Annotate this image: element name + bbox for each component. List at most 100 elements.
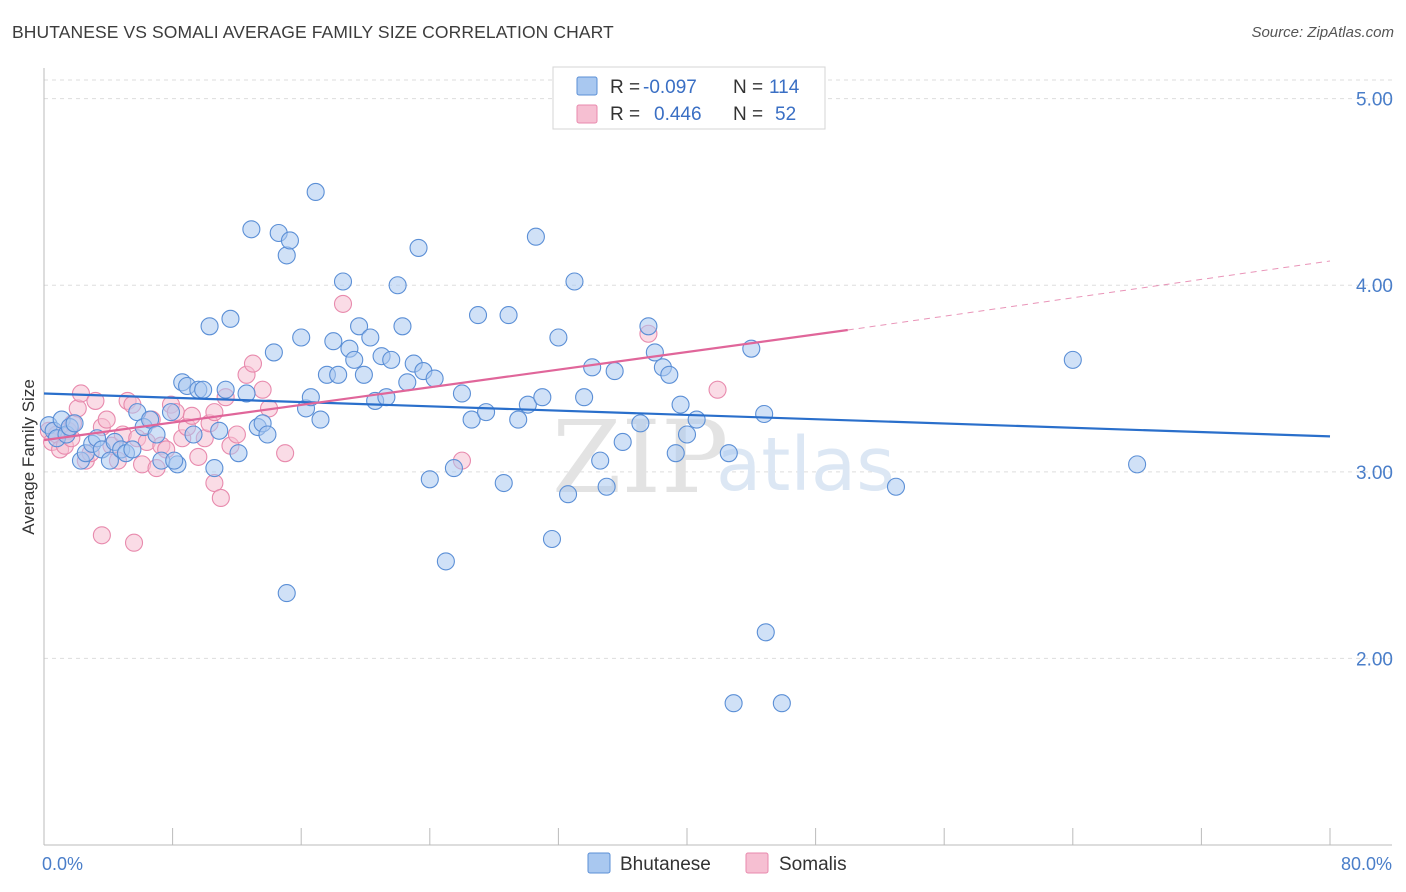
somali-point-11 <box>86 391 105 410</box>
bhutanese-point-84 <box>558 485 578 504</box>
axes <box>43 68 1392 846</box>
bhutanese-point-83 <box>549 328 568 347</box>
bhutanese-point-106 <box>772 694 791 713</box>
bhutanese-point-16 <box>123 440 142 459</box>
bhutanese-point-99 <box>677 425 697 444</box>
bhutanese-point-89 <box>597 477 616 496</box>
somali-trend-line <box>43 328 848 442</box>
bhutanese-point-69 <box>425 369 444 388</box>
somali-point-38 <box>227 425 246 444</box>
bhutanese-point-6 <box>65 414 84 433</box>
bhutanese-point-26 <box>184 425 203 444</box>
somali-point-41 <box>253 380 272 399</box>
legend-n-value-bhutanese: 114 <box>769 77 800 98</box>
bhutanese-point-32 <box>216 380 235 399</box>
bhutanese-point-90 <box>605 362 624 381</box>
bhutanese-point-75 <box>477 403 496 422</box>
bhutanese-point-20 <box>147 425 166 444</box>
bhutanese-point-42 <box>277 246 296 265</box>
y-axis-label: Average Family Size <box>19 379 38 535</box>
bhutanese-point-56 <box>354 365 373 384</box>
bhutanese-point-101 <box>724 694 743 713</box>
legend-r-label-somali: R = <box>610 104 640 125</box>
bhutanese-point-52 <box>333 272 353 291</box>
bhutanese-point-12 <box>100 451 119 470</box>
bhutanese-point-68 <box>420 470 439 489</box>
bhutanese-point-111 <box>165 451 184 470</box>
bhutanese-point-62 <box>388 276 407 295</box>
bhutanese-point-43 <box>280 231 299 250</box>
bhutanese-point-78 <box>509 410 528 429</box>
legend-r-value-somali: 0.446 <box>654 104 702 125</box>
legend-swatch-somali <box>576 104 598 124</box>
bhutanese-point-40 <box>264 343 283 362</box>
source-label: Source: ZipAtlas.com <box>1251 24 1394 41</box>
bhutanese-point-34 <box>229 444 248 463</box>
bhutanese-point-71 <box>444 459 463 478</box>
bhutanese-point-30 <box>205 459 224 478</box>
bhutanese-point-73 <box>462 410 481 429</box>
bhutanese-point-110 <box>277 584 296 603</box>
bottom-legend-swatch-somali <box>745 852 769 874</box>
bhutanese-point-108 <box>1128 455 1147 474</box>
bhutanese-point-88 <box>591 451 610 470</box>
y-tick-label-1: 3.00 <box>1356 463 1393 484</box>
y-tick-label-0: 2.00 <box>1356 649 1393 670</box>
y-tick-label-3: 5.00 <box>1356 90 1393 111</box>
somali-point-49 <box>124 533 144 552</box>
bhutanese-point-51 <box>329 365 348 384</box>
somali-point-35 <box>211 488 230 508</box>
bottom-legend-label-bhutanese: Bhutanese <box>620 854 711 875</box>
legend-swatch-bhutanese <box>576 76 598 96</box>
bhutanese-point-35 <box>237 384 256 403</box>
bhutanese-point-31 <box>210 421 229 440</box>
bhutanese-point-81 <box>533 388 552 407</box>
somali-point-30 <box>182 406 201 425</box>
bhutanese-point-74 <box>468 306 488 325</box>
bhutanese-point-19 <box>141 410 160 429</box>
legend-n-label-somali: N = <box>733 104 763 125</box>
bhutanese-point-102 <box>719 444 738 463</box>
somali-point-44 <box>333 294 353 313</box>
bhutanese-point-22 <box>161 403 181 422</box>
bhutanese-point-72 <box>452 384 472 403</box>
bhutanese-point-109 <box>886 477 906 496</box>
bhutanese-point-82 <box>542 529 562 549</box>
bhutanese-point-105 <box>755 404 774 424</box>
bhutanese-point-70 <box>436 552 455 571</box>
bhutanese-point-48 <box>311 410 330 429</box>
bottom-legend-label-somali: Somalis <box>779 854 847 875</box>
bhutanese-point-91 <box>613 432 632 452</box>
bhutanese-point-96 <box>660 365 679 384</box>
trend-lines <box>43 260 1331 442</box>
chart-title: BHUTANESE VS SOMALI AVERAGE FAMILY SIZE … <box>12 22 614 42</box>
y-tick-label-2: 4.00 <box>1356 276 1393 297</box>
bhutanese-point-93 <box>639 317 658 336</box>
bhutanese-point-76 <box>494 473 513 493</box>
bhutanese-point-63 <box>393 317 412 336</box>
somali-point-31 <box>189 447 208 466</box>
bhutanese-point-104 <box>756 623 775 642</box>
bhutanese-point-55 <box>350 317 369 336</box>
legend-n-value-somali: 52 <box>775 104 796 125</box>
legend-r-value-bhutanese: -0.097 <box>643 77 697 98</box>
bhutanese-point-92 <box>631 414 650 433</box>
bhutanese-point-57 <box>361 328 380 347</box>
somali-point-7 <box>68 399 87 418</box>
somali-point-48 <box>92 526 111 545</box>
bhutanese-point-87 <box>583 358 602 377</box>
bhutanese-points <box>39 182 1147 713</box>
bhutanese-point-77 <box>499 306 518 325</box>
bhutanese-point-107 <box>1063 350 1082 369</box>
bottom-legend: Bhutanese Somalis <box>587 852 847 875</box>
somali-point-40 <box>243 354 263 373</box>
bhutanese-point-54 <box>345 350 364 369</box>
somali-point-47 <box>708 380 727 399</box>
bhutanese-point-39 <box>258 425 277 444</box>
legend-r-label-bhutanese: R = <box>610 77 640 98</box>
bhutanese-point-50 <box>324 332 343 351</box>
bhutanese-point-60 <box>377 388 396 407</box>
bhutanese-point-98 <box>671 395 690 414</box>
bhutanese-point-29 <box>200 317 219 336</box>
